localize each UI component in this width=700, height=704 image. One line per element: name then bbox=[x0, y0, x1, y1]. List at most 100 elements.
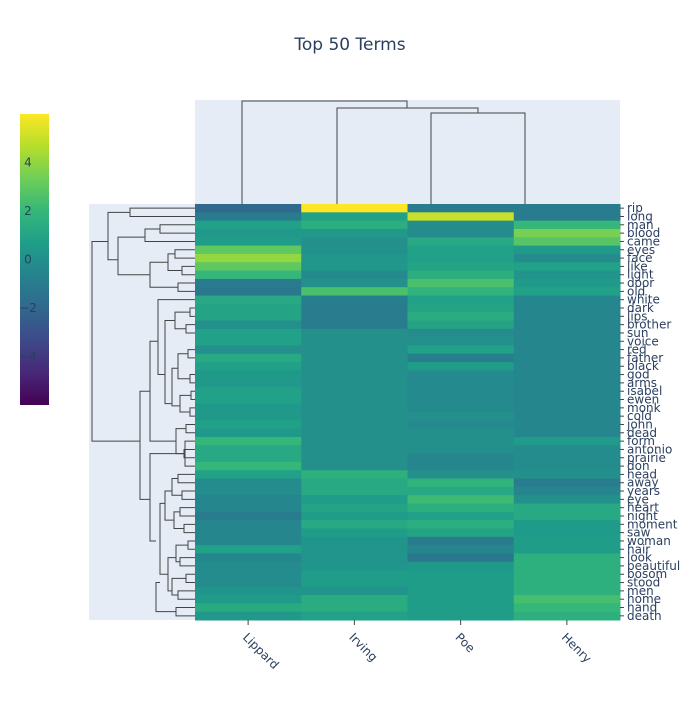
heatmap-cell bbox=[407, 561, 515, 571]
heatmap-cell bbox=[407, 345, 515, 355]
left-dendro-link bbox=[164, 490, 174, 521]
left-dendro-link bbox=[91, 240, 140, 442]
heatmap-cell bbox=[513, 278, 621, 288]
heatmap-cell bbox=[301, 561, 408, 571]
left-dendro-link bbox=[177, 353, 190, 380]
row-label: god bbox=[627, 368, 650, 382]
heatmap-cells bbox=[195, 204, 621, 621]
heatmap-cell bbox=[301, 237, 408, 247]
row-label: father bbox=[627, 351, 663, 365]
heatmap-cell bbox=[513, 295, 621, 305]
heatmap-cell bbox=[301, 528, 408, 538]
colorbar-ticks: 4 2 0 −2 −4 bbox=[19, 156, 37, 364]
heatmap-cell bbox=[301, 278, 408, 288]
heatmap-cell bbox=[513, 353, 621, 363]
heatmap-cell bbox=[301, 586, 408, 596]
heatmap-cell bbox=[301, 503, 408, 513]
row-label: prairie bbox=[627, 451, 666, 465]
column-label: Poe bbox=[453, 630, 478, 655]
heatmap-cell bbox=[407, 245, 515, 255]
heatmap-cell bbox=[513, 204, 621, 213]
heatmap-cell bbox=[407, 395, 515, 405]
heatmap-cell bbox=[195, 395, 302, 405]
heatmap-cell bbox=[195, 237, 302, 247]
heatmap-cell bbox=[301, 403, 408, 413]
row-label: old bbox=[627, 284, 645, 298]
row-label: eye bbox=[627, 492, 649, 506]
heatmap-cell bbox=[513, 503, 621, 513]
heatmap-cell bbox=[301, 337, 408, 346]
heatmap-cell bbox=[513, 287, 621, 297]
heatmap-cell bbox=[513, 312, 621, 321]
heatmap-cell bbox=[513, 545, 621, 554]
row-label: door bbox=[627, 276, 654, 290]
row-label: antonio bbox=[627, 442, 672, 456]
heatmap-cell bbox=[513, 303, 621, 313]
heatmap-cell bbox=[195, 303, 302, 313]
heatmap-cell bbox=[301, 420, 408, 430]
row-label: light bbox=[627, 268, 654, 282]
top-dendrogram bbox=[241, 100, 526, 204]
colorbar-tick-label: 0 bbox=[24, 253, 32, 267]
row-label: night bbox=[627, 509, 658, 523]
top-dendro-link-root bbox=[241, 100, 408, 204]
heatmap-cell bbox=[513, 586, 621, 596]
heatmap-cell bbox=[301, 395, 408, 405]
heatmap-cell bbox=[513, 595, 621, 604]
row-label: head bbox=[627, 467, 657, 481]
left-dendro-link bbox=[157, 299, 195, 376]
heatmap-cell bbox=[301, 387, 408, 396]
row-label: sun bbox=[627, 326, 648, 340]
heatmap-cell bbox=[301, 520, 408, 529]
heatmap-cell bbox=[195, 461, 302, 471]
chart-title: Top 50 Terms bbox=[293, 35, 405, 55]
heatmap-cell bbox=[195, 603, 302, 613]
heatmap-cell bbox=[407, 320, 515, 330]
heatmap-cell bbox=[301, 345, 408, 355]
heatmap-cell bbox=[407, 212, 515, 222]
heatmap-cell bbox=[301, 445, 408, 455]
heatmap-cell bbox=[301, 553, 408, 563]
heatmap-cell bbox=[195, 328, 302, 338]
heatmap-cell bbox=[195, 228, 302, 238]
colorbar-tick-label: 4 bbox=[24, 156, 32, 170]
heatmap-cell bbox=[407, 536, 515, 546]
row-label: long bbox=[627, 209, 653, 223]
heatmap-cell bbox=[301, 328, 408, 338]
heatmap-cell bbox=[513, 412, 621, 421]
heatmap-cell bbox=[407, 270, 515, 280]
heatmap-cell bbox=[407, 204, 515, 213]
left-dendro-link bbox=[159, 502, 168, 575]
heatmap-cell bbox=[301, 295, 408, 305]
heatmap-cell bbox=[407, 495, 515, 505]
row-label: moment bbox=[627, 517, 678, 531]
left-dendro-link bbox=[144, 228, 195, 242]
heatmap-cell bbox=[407, 353, 515, 363]
row-label: years bbox=[627, 484, 660, 498]
heatmap-cell bbox=[301, 262, 408, 272]
row-label: dark bbox=[627, 301, 654, 315]
heatmap-cell bbox=[513, 445, 621, 455]
heatmap-cell bbox=[407, 220, 515, 230]
heatmap-cell bbox=[195, 353, 302, 363]
row-label: don bbox=[627, 459, 650, 473]
heatmap-cell bbox=[407, 253, 515, 263]
heatmap-cell bbox=[407, 586, 515, 596]
row-label: john bbox=[626, 417, 653, 431]
row-label: beautiful bbox=[627, 559, 680, 573]
row-label: black bbox=[627, 359, 659, 373]
row-label: woman bbox=[627, 534, 671, 548]
heatmap-cell bbox=[301, 511, 408, 521]
heatmap-cell bbox=[195, 345, 302, 355]
column-label: Lippard bbox=[240, 630, 282, 672]
heatmap-cell bbox=[513, 370, 621, 380]
left-dendro-link bbox=[171, 367, 180, 407]
heatmap-cell bbox=[407, 420, 515, 430]
colorbar-tick-label: 2 bbox=[24, 204, 32, 218]
heatmap-cell bbox=[407, 370, 515, 380]
heatmap-cell bbox=[513, 345, 621, 355]
heatmap-cell bbox=[407, 378, 515, 388]
row-label: men bbox=[627, 584, 654, 598]
heatmap-cell bbox=[407, 578, 515, 588]
